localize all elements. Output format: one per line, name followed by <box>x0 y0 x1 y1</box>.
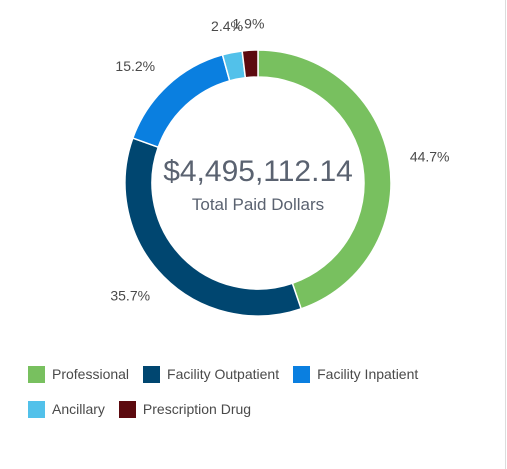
legend-row: Professional Facility Outpatient Facility … <box>28 360 488 388</box>
legend-item-ancillary[interactable]: Ancillary <box>28 400 105 418</box>
legend-label-ancillary: Ancillary <box>52 401 105 417</box>
legend-item-prescription-drug[interactable]: Prescription Drug <box>118 400 252 418</box>
slice-label-prescription-drug: 1.9% <box>232 15 264 31</box>
slice-label-ancillary: 2.4% <box>211 18 243 34</box>
legend-item-professional[interactable]: Professional <box>28 365 130 383</box>
legend-swatch-professional <box>28 365 45 383</box>
slice-label-facility-outpatient: 35.7% <box>110 287 150 303</box>
total-value: $4,495,112.14 <box>163 155 353 188</box>
legend-label-facility-inpatient: Facility Inpatient <box>317 366 419 382</box>
slice-label-facility-inpatient: 15.2% <box>115 58 155 74</box>
legend-swatch-facility-inpatient <box>293 365 311 383</box>
legend-swatch-ancillary <box>28 400 45 418</box>
chart-legend: Professional Facility Outpatient Facility … <box>28 360 488 430</box>
slice-label-professional: 44.7% <box>410 149 450 165</box>
donut-chart: 44.7% 35.7% 15.2% 2.4%1.9% $4,495,112.14 Tota… <box>110 15 450 317</box>
slice-prescription-drug[interactable] <box>241 49 259 79</box>
total-caption: Total Paid Dollars <box>192 195 324 214</box>
legend-label-prescription-drug: Prescription Drug <box>142 401 252 417</box>
legend-label-facility-outpatient: Facility Outpatient <box>167 366 280 382</box>
legend-label-professional: Professional <box>52 366 130 382</box>
legend-item-facility-inpatient[interactable]: Facility Inpatient <box>293 365 419 383</box>
legend-item-facility-outpatient[interactable]: Facility Outpatient <box>143 365 280 383</box>
legend-row: Ancillary Prescription Drug <box>28 395 488 423</box>
legend-swatch-prescription-drug <box>118 400 136 418</box>
legend-swatch-facility-outpatient <box>143 365 161 383</box>
